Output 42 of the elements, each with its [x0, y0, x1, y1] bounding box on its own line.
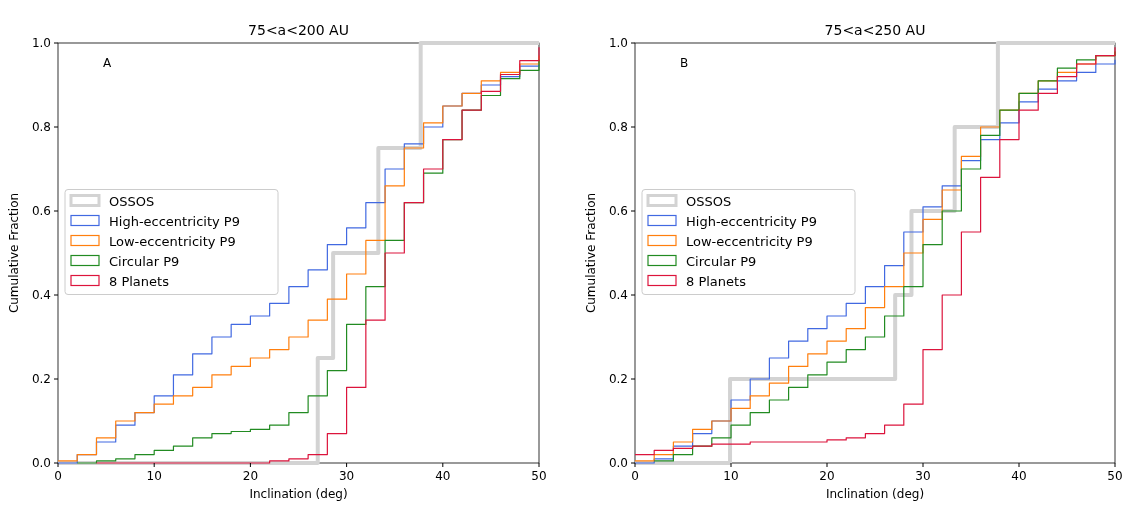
legend-label: High-eccentricity P9 — [686, 213, 817, 229]
annotation: B — [680, 56, 689, 70]
legend-label: 8 Planets — [686, 273, 747, 289]
y-tick-label: 0.4 — [31, 288, 51, 302]
legend-label: Circular P9 — [109, 253, 180, 269]
y-tick-label: 0.2 — [31, 372, 51, 386]
y-tick-label: 0.8 — [608, 120, 628, 134]
x-tick-label: 10 — [146, 469, 162, 483]
y-tick-label: 0.0 — [31, 456, 51, 470]
y-tick-label: 0.4 — [608, 288, 628, 302]
y-axis-title: Cumulative Fraction — [584, 192, 598, 314]
legend-label: High-eccentricity P9 — [109, 213, 240, 229]
x-tick-label: 50 — [1107, 469, 1123, 483]
x-tick-label: 30 — [338, 469, 355, 483]
x-tick-label: 0 — [54, 469, 62, 483]
legend-label: Low-eccentricity P9 — [109, 233, 236, 249]
x-tick-label: 20 — [242, 469, 259, 483]
x-tick-label: 40 — [435, 469, 451, 483]
legend-label: Circular P9 — [686, 253, 757, 269]
y-axis-title: Cumulative Fraction — [7, 192, 21, 314]
x-tick-label: 50 — [531, 469, 547, 483]
y-tick-label: 1.0 — [608, 36, 628, 50]
chart-title: 75<a<250 AU — [824, 22, 926, 38]
legend-label: OSSOS — [686, 193, 732, 209]
legend-label: Low-eccentricity P9 — [686, 233, 813, 249]
x-axis-title: Inclination (deg) — [249, 487, 348, 501]
x-tick-label: 10 — [723, 469, 739, 483]
x-axis-title: Inclination (deg) — [825, 487, 925, 501]
y-tick-label: 0.0 — [608, 456, 628, 470]
chart-title: 75<a<200 AU — [248, 22, 349, 38]
legend-label: 8 Planets — [109, 273, 170, 289]
legend-label: OSSOS — [109, 193, 155, 209]
y-tick-label: 0.2 — [608, 372, 628, 386]
x-tick-label: 20 — [819, 469, 835, 483]
x-tick-label: 0 — [631, 469, 639, 483]
y-tick-label: 1.0 — [31, 36, 51, 50]
y-tick-label: 0.6 — [608, 204, 628, 218]
x-tick-label: 30 — [915, 469, 931, 483]
y-tick-label: 0.8 — [31, 120, 51, 134]
y-tick-label: 0.6 — [31, 204, 51, 218]
x-tick-label: 40 — [1011, 469, 1027, 483]
annotation: A — [103, 56, 112, 70]
